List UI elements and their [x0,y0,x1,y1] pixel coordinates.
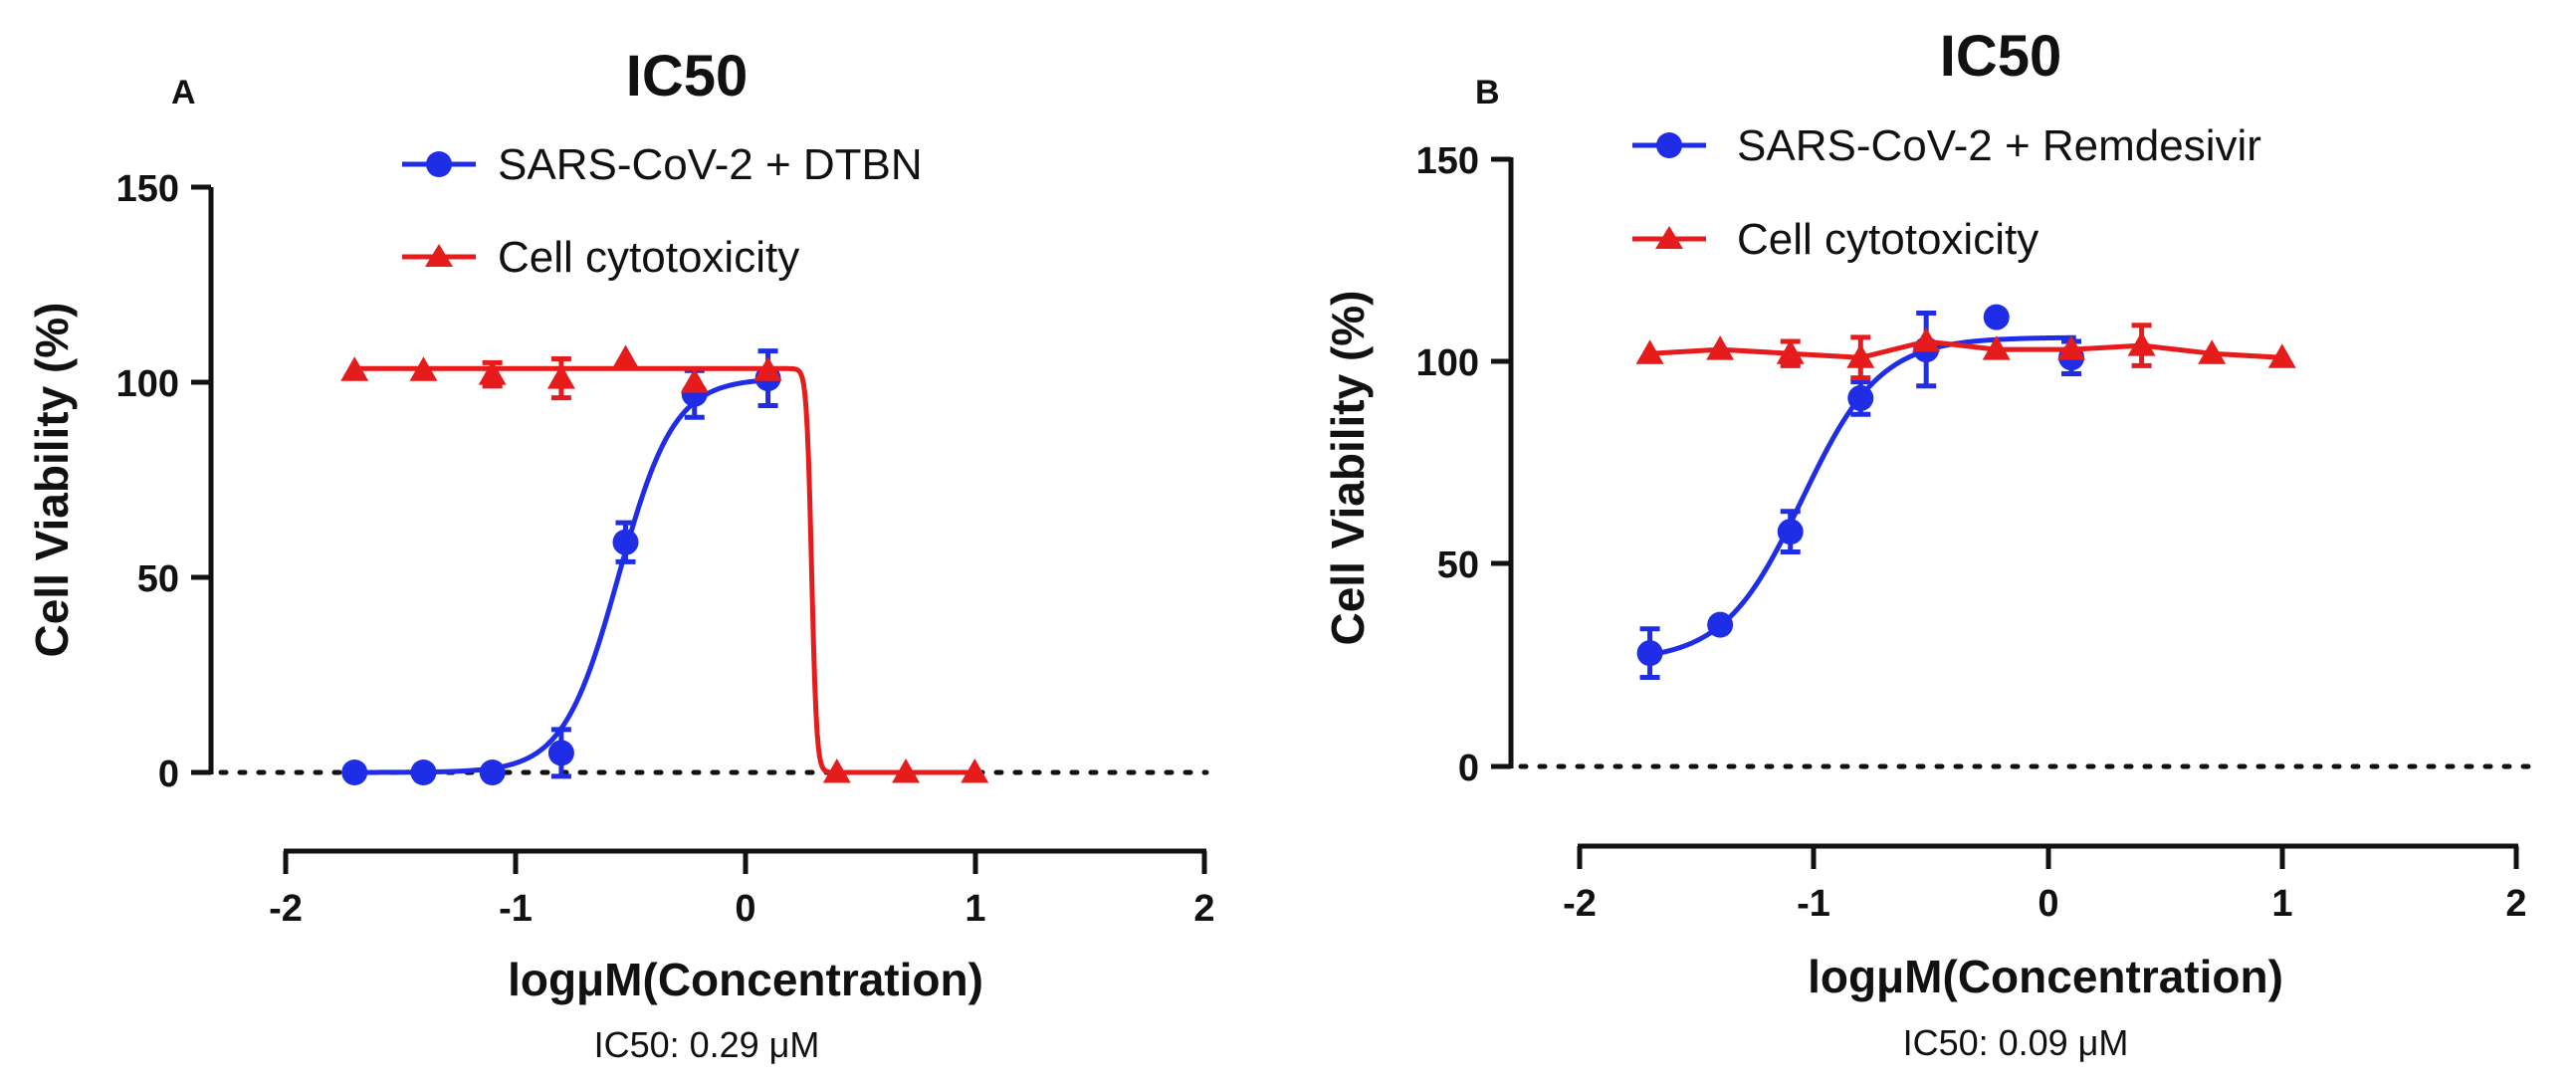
series-2 [340,344,989,783]
plot-area [340,344,989,785]
data-point-triangle [409,356,438,381]
data-point-triangle [2057,335,2086,360]
legend-label-series-1: SARS-CoV-2 + DTBN [498,140,923,189]
panel-b: B IC50 SARS-CoV-2 + Remdesivir Cell cyto… [1322,24,2536,1063]
panel-a: A IC50 SARS-CoV-2 + DTBN Cell cytotoxici… [26,44,1215,1065]
x-tick-label: 1 [965,888,985,930]
legend-label-series-1: SARS-CoV-2 + Remdesivir [1737,121,2261,170]
data-point-triangle [753,356,782,381]
legend: SARS-CoV-2 + DTBN Cell cytotoxicity [402,140,923,282]
y-tick-label: 50 [1437,544,1479,586]
data-point-triangle [961,759,989,783]
series-1 [341,348,781,785]
y-tick-label: 100 [116,363,179,405]
x-tick-label: -1 [499,888,533,930]
legend-entry-series-2: Cell cytotoxicity [402,233,799,282]
ic50-annotation: IC50: 0.09 μM [1903,1022,2129,1063]
y-tick-label: 100 [1416,342,1479,384]
fit-curve [1649,338,2282,360]
legend-label-series-2: Cell cytotoxicity [1737,215,2039,264]
data-point-circle [410,760,437,785]
legend-entry-series-1: SARS-CoV-2 + Remdesivir [1632,121,2261,170]
legend-marker-circle [1656,132,1682,158]
data-point-triangle [2267,343,2296,368]
x-tick-label: -1 [1797,883,1830,925]
fit-curve [352,377,774,775]
x-axis-title: logμM(Concentration) [508,954,983,1005]
x-tick-label: -2 [269,888,303,930]
plot-area [1635,304,2296,681]
x-tick-label: 2 [1193,888,1214,930]
x-axis-title: logμM(Concentration) [1808,951,2283,1002]
y-tick-label: 150 [1416,140,1479,182]
data-point-circle [341,760,368,785]
data-point-circle [1777,519,1804,545]
x-axis: -2 -1 0 1 2 logμM(Concentration) [1563,843,2527,1002]
data-point-triangle [1982,335,2011,360]
panel-letter: B [1475,74,1500,111]
legend: SARS-CoV-2 + Remdesivir Cell cytotoxicit… [1632,121,2261,264]
y-tick-label: 150 [116,168,179,210]
legend-label-series-2: Cell cytotoxicity [498,233,799,282]
x-tick-label: 1 [2271,883,2292,925]
y-tick-label: 0 [1458,748,1479,789]
data-point-triangle [478,360,507,385]
x-tick-label: 2 [2505,883,2526,925]
fit-curve [352,365,976,775]
y-axis: 150 100 50 0 Cell Viability (%) [26,168,214,795]
data-point-circle [479,760,506,785]
legend-marker-circle [426,151,452,177]
data-point-triangle [546,364,575,389]
data-point-circle [1847,384,1874,411]
y-axis: 150 100 50 0 Cell Viability (%) [1322,140,1514,789]
data-point-triangle [892,759,921,783]
chart-title: IC50 [626,44,749,109]
y-tick-label: 0 [158,754,179,795]
x-tick-label: 0 [735,888,755,930]
legend-marker-triangle [1655,226,1683,249]
series-2 [1635,323,2296,381]
data-point-circle [1983,304,2010,330]
data-point-circle [1636,640,1663,667]
series-1 [1636,304,2085,681]
data-point-circle [547,740,574,766]
legend-entry-series-2: Cell cytotoxicity [1632,215,2039,264]
data-point-circle [1707,611,1734,638]
data-point-triangle [2198,339,2227,364]
x-axis: -2 -1 0 1 2 logμM(Concentration) [269,848,1215,1005]
x-tick-label: -2 [1563,883,1597,925]
data-point-triangle [340,356,369,381]
legend-entry-series-1: SARS-CoV-2 + DTBN [402,140,923,189]
chart-title: IC50 [1940,24,2062,89]
data-point-triangle [680,368,709,393]
data-point-triangle [1776,339,1805,364]
data-point-triangle [1912,327,1941,352]
data-point-triangle [1635,339,1664,364]
data-point-triangle [2127,331,2156,356]
y-axis-title: Cell Viability (%) [26,302,78,657]
y-axis-title: Cell Viability (%) [1322,290,1374,645]
ic50-annotation: IC50: 0.29 μM [594,1024,820,1065]
data-point-triangle [822,759,851,783]
x-tick-label: 0 [2038,883,2058,925]
data-point-triangle [1706,335,1735,360]
data-point-triangle [1846,343,1875,368]
y-tick-label: 50 [137,558,179,600]
panel-letter: A [171,74,196,111]
data-point-triangle [611,344,640,369]
data-point-circle [612,529,639,555]
legend-marker-triangle [425,244,453,267]
